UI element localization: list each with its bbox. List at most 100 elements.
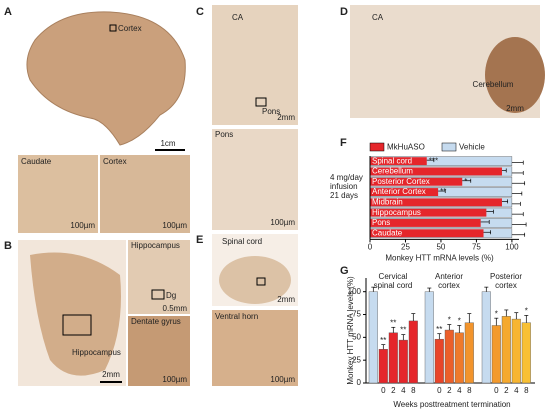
group-label: cortex [495, 281, 517, 290]
scale-label: 100µm [162, 221, 187, 230]
inset-label: Dg [166, 291, 176, 300]
y-tick-label: 75 [352, 310, 361, 319]
panel-e: Spinal cord 2mm Ventral horn 100µm E [196, 234, 298, 386]
image [100, 155, 190, 233]
bar [378, 349, 388, 384]
panel-a: Cortex 1cm Caudate 100µm Cortex 100µm A [4, 4, 190, 233]
significance: * [464, 177, 467, 186]
image-label: Hippocampus [72, 348, 121, 357]
side-note: 4 mg/day [330, 173, 363, 182]
x-tick-label: 0 [368, 243, 373, 252]
category-label: Anterior Cortex [372, 187, 426, 196]
scale-label: 0.5mm [163, 304, 188, 313]
x-tick-label: 0 [437, 386, 442, 395]
group-label: Anterior [435, 272, 463, 281]
panel-b: Hippocampus 2mm Hippocampus Dg 0.5mm Den… [4, 240, 190, 386]
significance: ** [390, 318, 396, 327]
category-label: Pons [372, 218, 390, 227]
side-note: infusion [330, 182, 358, 191]
image-label: Cortex [118, 24, 142, 33]
image [212, 5, 298, 125]
image [128, 240, 190, 314]
tissue [219, 256, 291, 304]
bar [434, 338, 444, 384]
roi-box [151, 289, 165, 300]
scale-label: 1cm [160, 139, 175, 148]
image-label: Dentate gyrus [131, 317, 181, 326]
bar [511, 318, 521, 384]
bar [370, 219, 481, 227]
bar [398, 339, 408, 384]
bar [454, 332, 464, 384]
y-tick-label: 25 [352, 355, 361, 364]
scale-label: 100µm [162, 375, 187, 384]
significance: * [495, 309, 498, 318]
scale-label: 100µm [270, 218, 295, 227]
legend-label: MkHuASO [387, 143, 425, 152]
x-tick-label: 4 [514, 386, 519, 395]
x-tick-label: 8 [467, 386, 472, 395]
panel-letter: G [340, 265, 349, 277]
inset-label: Cerebellum [473, 80, 514, 89]
bar [501, 316, 511, 384]
bar [370, 177, 463, 186]
image [128, 316, 190, 386]
group-label: spinal cord [374, 281, 413, 290]
panel-letter: D [340, 6, 348, 18]
bar [370, 167, 502, 176]
x-tick-label: 2 [504, 386, 509, 395]
significance: *** [429, 156, 438, 165]
bar [370, 157, 427, 166]
panel-letter: C [196, 6, 204, 18]
legend-swatch [441, 142, 457, 152]
image-label: CA [232, 13, 244, 22]
bar [388, 332, 398, 384]
y-axis-label: Monkey HTT mRNA levels (%) [346, 276, 355, 385]
bar [370, 188, 439, 196]
x-tick-label: 4 [401, 386, 406, 395]
tissue [30, 252, 121, 376]
panel-letter: B [4, 240, 12, 252]
x-tick-label: 25 [401, 243, 410, 252]
x-axis-label: Weeks posttreatment termination [393, 400, 510, 409]
scale-label: 100µm [70, 221, 95, 230]
x-tick-label: 0 [494, 386, 499, 395]
category-label: Midbrain [372, 197, 403, 206]
panel-letter: E [196, 234, 203, 246]
brain-section [26, 11, 186, 146]
x-tick-label: 8 [524, 386, 529, 395]
image-label: Hippocampus [131, 241, 180, 250]
significance: * [458, 317, 461, 326]
significance: ** [436, 325, 442, 334]
roi-box [109, 24, 117, 32]
category-label: Caudate [372, 228, 403, 237]
inset-label: Pons [262, 107, 280, 116]
image-label: Pons [215, 130, 233, 139]
bar [370, 229, 484, 238]
category-label: Hippocampus [372, 208, 421, 217]
y-tick-label: 0 [357, 378, 362, 387]
significance: ** [440, 187, 446, 196]
scale-label: 2mm [102, 370, 120, 379]
legend-swatch [369, 142, 385, 152]
group-label: Cervical [379, 272, 408, 281]
significance: ** [400, 326, 406, 335]
image [18, 155, 98, 233]
category-label: Posterior Cortex [372, 177, 430, 186]
category-label: Cerebellum [372, 167, 413, 176]
bar [491, 325, 501, 384]
bar [444, 329, 454, 384]
image-label: Spinal cord [222, 237, 262, 246]
x-tick-label: 100 [505, 243, 519, 252]
x-tick-label: 4 [457, 386, 462, 395]
bar [368, 291, 378, 384]
image-label: Ventral horn [215, 312, 258, 321]
x-tick-label: 2 [447, 386, 452, 395]
roi-box [255, 97, 267, 107]
image-label: Caudate [21, 157, 52, 166]
side-note: 21 days [330, 191, 358, 200]
bar [464, 322, 474, 384]
significance: * [448, 316, 451, 325]
bar [481, 291, 491, 384]
